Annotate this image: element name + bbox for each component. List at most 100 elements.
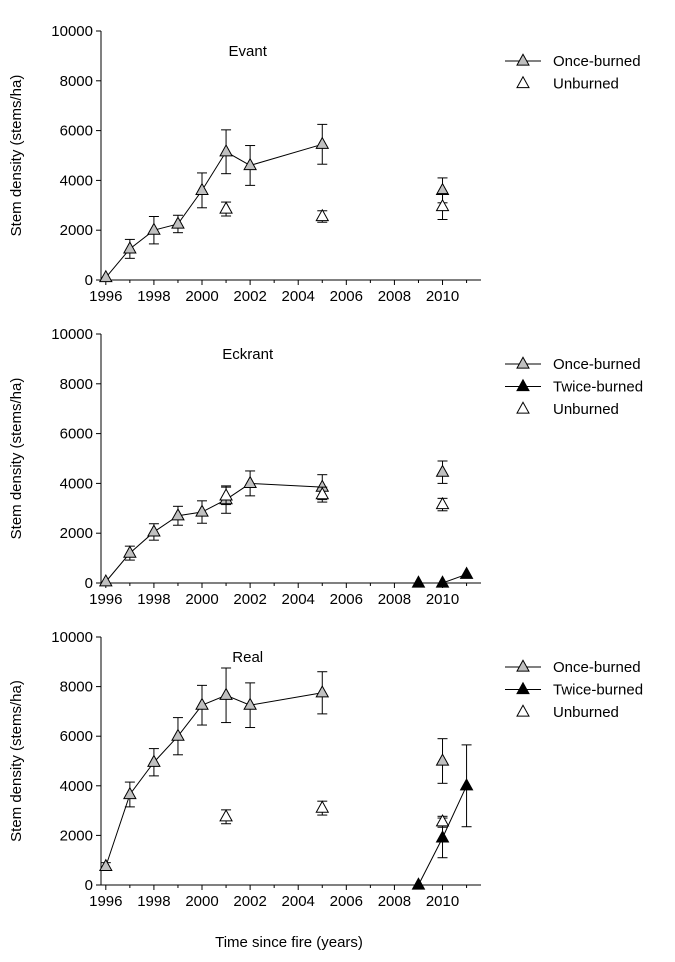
legend-label: Twice-burned — [553, 379, 643, 396]
data-point-once-burned — [219, 144, 233, 157]
y-tick-label: 8000 — [60, 679, 93, 696]
data-point-unburned — [435, 496, 450, 510]
x-tick-label: 2002 — [233, 288, 266, 305]
x-tick-label: 2006 — [330, 288, 363, 305]
data-point-unburned — [219, 201, 233, 214]
data-point-twice-burned — [459, 778, 474, 791]
legend-marker — [516, 681, 530, 695]
y-tick-label: 2000 — [60, 525, 93, 542]
x-axis-label: Time since fire (years) — [215, 934, 363, 951]
legend-label: Unburned — [553, 704, 619, 721]
data-point-once-burned — [123, 241, 137, 254]
data-point-once-burned — [435, 753, 450, 766]
y-tick-label: 0 — [85, 575, 93, 592]
y-tick-label: 8000 — [60, 376, 93, 393]
data-point-once-burned — [171, 728, 185, 741]
panel-title: Real — [232, 649, 263, 666]
data-point-once-burned — [219, 687, 233, 700]
data-point-unburned — [435, 198, 450, 212]
legend-marker — [516, 659, 530, 672]
x-tick-label: 1998 — [137, 893, 170, 910]
legend-label: Unburned — [553, 76, 619, 93]
legend: Once-burned Twice-burned Unburned — [505, 356, 643, 418]
data-point-once-burned — [171, 508, 185, 521]
series-line — [105, 692, 323, 867]
x-tick-label: 2004 — [282, 591, 315, 608]
y-tick-label: 6000 — [60, 728, 93, 745]
data-point-once-burned — [171, 216, 185, 229]
y-tick-label: 4000 — [60, 172, 93, 189]
legend: Once-burned Unburned — [505, 53, 641, 93]
x-tick-label: 2008 — [378, 288, 411, 305]
data-point-once-burned — [123, 545, 137, 558]
y-tick-label: 10000 — [51, 326, 93, 343]
y-axis-label: Stem density (stems/ha) — [8, 680, 25, 842]
y-tick-label: 10000 — [51, 23, 93, 40]
data-point-once-burned — [147, 754, 161, 767]
x-tick-label: 1998 — [137, 288, 170, 305]
y-tick-label: 10000 — [51, 629, 93, 646]
x-tick-label: 2002 — [233, 893, 266, 910]
x-tick-label: 1996 — [89, 591, 122, 608]
data-point-once-burned — [98, 574, 113, 587]
y-tick-label: 0 — [85, 877, 93, 894]
panel-title: Evant — [229, 43, 268, 60]
data-point-once-burned — [147, 222, 161, 235]
x-tick-label: 2004 — [282, 288, 315, 305]
data-point-once-burned — [98, 858, 113, 872]
legend: Once-burned Twice-burned Unburned — [505, 659, 643, 721]
x-tick-label: 2000 — [185, 288, 218, 305]
data-point-once-burned — [435, 464, 450, 477]
legend-marker — [516, 704, 530, 717]
y-tick-label: 4000 — [60, 475, 93, 492]
x-tick-label: 2006 — [330, 893, 363, 910]
data-point-unburned — [315, 208, 330, 222]
data-point-once-burned — [243, 157, 257, 171]
x-tick-label: 2008 — [378, 591, 411, 608]
legend-label: Twice-burned — [553, 682, 643, 699]
legend-marker — [516, 356, 530, 369]
legend-label: Once-burned — [553, 659, 641, 676]
panel-title: Eckrant — [222, 346, 274, 363]
data-point-once-burned — [195, 697, 209, 710]
y-axis-label: Stem density (stems/ha) — [8, 378, 25, 540]
y-tick-label: 2000 — [60, 222, 93, 239]
legend-label: Unburned — [553, 401, 619, 418]
x-tick-label: 2010 — [426, 288, 459, 305]
x-tick-label: 2010 — [426, 591, 459, 608]
chart-panel-2: 0 2000 4000 6000 8000 10000 1996 1998 2000 2002 20… — [8, 326, 643, 608]
data-point-twice-burned — [411, 877, 426, 890]
chart-panels: 0 2000 4000 6000 8000 10000 1996 1998 2000 2002 20… — [8, 23, 643, 910]
data-point-twice-burned — [411, 575, 426, 588]
legend-label: Once-burned — [553, 53, 641, 70]
data-point-once-burned — [195, 504, 209, 517]
legend-marker — [516, 75, 530, 89]
x-tick-label: 2000 — [185, 893, 218, 910]
data-point-unburned — [315, 486, 330, 500]
x-tick-label: 2002 — [233, 591, 266, 608]
legend-marker — [516, 53, 530, 66]
series-line — [105, 143, 323, 278]
x-tick-label: 2010 — [426, 893, 459, 910]
legend-label: Once-burned — [553, 356, 641, 373]
y-tick-label: 6000 — [60, 123, 93, 140]
data-point-twice-burned — [435, 830, 450, 843]
data-point-once-burned — [243, 475, 257, 489]
data-point-once-burned — [435, 182, 450, 195]
y-tick-label: 8000 — [60, 73, 93, 90]
x-tick-label: 1998 — [137, 591, 170, 608]
y-tick-label: 4000 — [60, 778, 93, 795]
data-point-unburned — [315, 800, 330, 813]
x-tick-label: 1996 — [89, 893, 122, 910]
data-point-once-burned — [195, 182, 209, 195]
y-tick-label: 6000 — [60, 426, 93, 443]
data-point-twice-burned — [459, 566, 474, 579]
data-point-twice-burned — [435, 575, 450, 588]
data-point-unburned — [219, 809, 233, 822]
data-point-unburned — [435, 814, 450, 827]
x-tick-label: 2008 — [378, 893, 411, 910]
data-point-once-burned — [315, 685, 330, 698]
data-point-unburned — [219, 488, 233, 501]
